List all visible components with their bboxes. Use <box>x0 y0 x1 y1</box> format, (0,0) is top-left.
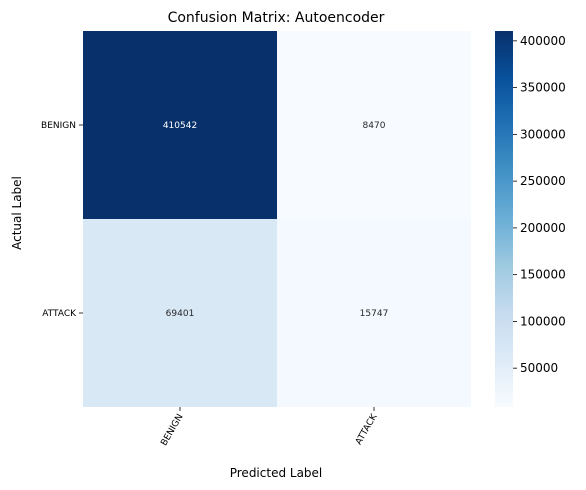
cell-value-label: 410542 <box>163 121 197 131</box>
colorbar-ticks: 50000 100000 150000 200000 250000 300000 35000… <box>513 34 566 375</box>
cell-attack-attack <box>277 219 471 407</box>
colorbar-tick-label: 200000 <box>520 221 566 235</box>
cell-attack-benign <box>83 219 277 407</box>
cell-value-label: 8470 <box>363 121 386 131</box>
cell-value-label: 15747 <box>360 309 389 319</box>
x-tick-label: ATTACK <box>354 412 380 447</box>
colorbar-tick-label: 150000 <box>520 268 566 282</box>
cell-benign-benign <box>83 31 277 219</box>
y-tick-label: ATTACK <box>42 309 77 319</box>
colorbar-tick-label: 350000 <box>520 81 566 95</box>
cell-benign-attack <box>277 31 471 219</box>
x-axis-label: Predicted Label <box>230 466 323 480</box>
x-tick-labels: BENIGN ATTACK <box>159 407 380 448</box>
chart-title: Confusion Matrix: Autoencoder <box>168 10 385 26</box>
y-tick-label: BENIGN <box>41 121 76 131</box>
y-tick-labels: BENIGN ATTACK <box>41 121 83 319</box>
y-axis-label: Actual Label <box>10 176 24 250</box>
cell-value-label: 69401 <box>166 309 195 319</box>
colorbar <box>495 31 513 407</box>
colorbar-tick-label: 400000 <box>520 34 566 48</box>
colorbar-tick-label: 50000 <box>520 361 558 375</box>
cell-labels: 410542 8470 69401 15747 <box>163 121 389 319</box>
colorbar-tick-label: 250000 <box>520 174 566 188</box>
colorbar-tick-label: 300000 <box>520 127 566 141</box>
colorbar-tick-label: 100000 <box>520 314 566 328</box>
heatmap-cells <box>83 31 471 407</box>
x-tick-label: BENIGN <box>159 413 185 448</box>
